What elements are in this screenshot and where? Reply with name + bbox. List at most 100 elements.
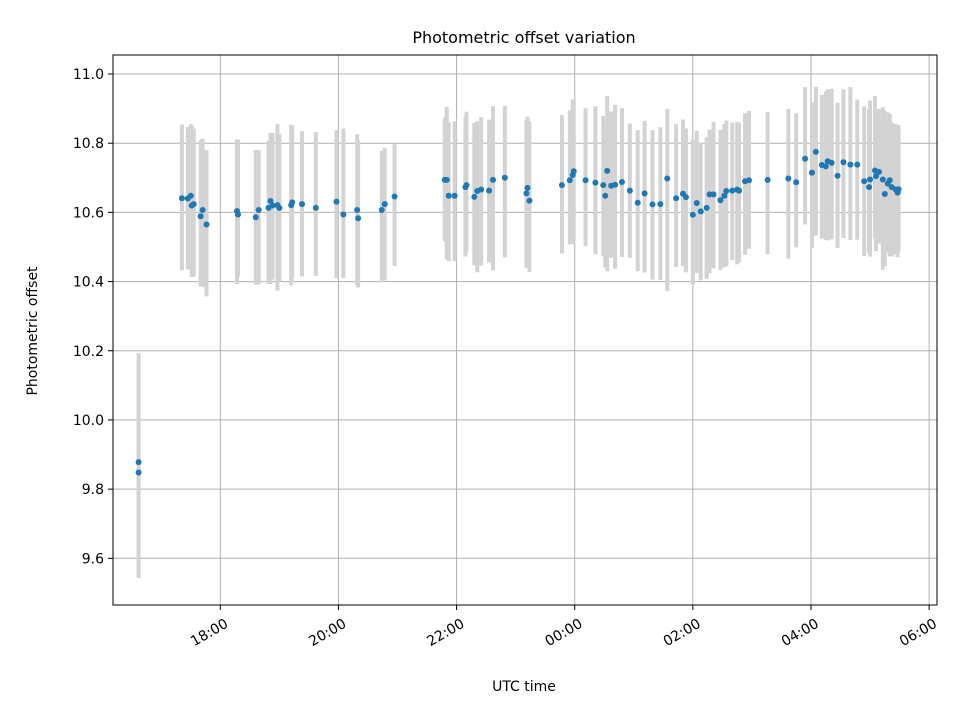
- data-point: [378, 206, 385, 213]
- data-point: [235, 211, 242, 218]
- data-point: [190, 201, 197, 208]
- data-point: [721, 192, 728, 199]
- data-point: [269, 202, 276, 209]
- data-point: [524, 184, 531, 191]
- data-point: [558, 182, 565, 189]
- y-tick-label: 11.0: [73, 67, 104, 83]
- data-point: [729, 187, 736, 194]
- data-point: [501, 174, 508, 181]
- chart-title: Photometric offset variation: [412, 28, 635, 47]
- data-point: [828, 159, 835, 166]
- data-point: [443, 176, 450, 183]
- data-point: [717, 197, 724, 204]
- data-point: [391, 193, 398, 200]
- data-point: [847, 161, 854, 168]
- data-point: [592, 179, 599, 186]
- data-point: [785, 175, 792, 182]
- data-points: [135, 148, 902, 476]
- data-point: [340, 211, 347, 218]
- data-point: [834, 172, 841, 179]
- data-point: [354, 206, 361, 213]
- y-tick-label: 10.6: [73, 205, 104, 221]
- data-point: [736, 187, 743, 194]
- data-point: [178, 195, 185, 202]
- data-point: [381, 201, 388, 208]
- data-point: [745, 177, 752, 184]
- data-point: [612, 181, 619, 188]
- data-point: [199, 206, 206, 213]
- data-point: [854, 161, 861, 168]
- data-point: [689, 211, 696, 218]
- data-point: [618, 178, 625, 185]
- data-point: [490, 176, 497, 183]
- data-point: [135, 469, 142, 476]
- data-point: [764, 176, 771, 183]
- y-tick-label: 10.8: [73, 136, 104, 152]
- data-point: [526, 197, 533, 204]
- data-point: [626, 187, 633, 194]
- data-point: [867, 176, 874, 183]
- data-point: [135, 459, 142, 466]
- data-point: [682, 194, 689, 201]
- y-tick-label: 9.6: [82, 551, 104, 567]
- data-point: [840, 159, 847, 166]
- data-point: [445, 192, 452, 199]
- data-point: [478, 186, 485, 193]
- data-point: [703, 204, 710, 211]
- data-point: [312, 204, 319, 211]
- data-point: [451, 192, 458, 199]
- data-point: [602, 192, 609, 199]
- data-point: [471, 193, 478, 200]
- grid-lines: [113, 55, 937, 605]
- data-point: [486, 187, 493, 194]
- data-point: [203, 221, 210, 228]
- data-point: [649, 201, 656, 208]
- data-point: [793, 179, 800, 186]
- data-point: [463, 182, 470, 189]
- data-point: [802, 155, 809, 162]
- data-point: [895, 186, 902, 193]
- y-tick-label: 10.0: [73, 413, 104, 429]
- y-tick-label: 10.2: [73, 344, 104, 360]
- data-point: [604, 167, 611, 174]
- data-point: [600, 182, 607, 189]
- data-point: [872, 173, 879, 180]
- data-point: [641, 190, 648, 197]
- data-point: [673, 195, 680, 202]
- data-point: [822, 163, 829, 170]
- data-point: [866, 184, 873, 191]
- data-point: [875, 168, 882, 175]
- data-point: [333, 198, 340, 205]
- y-axis-label: Photometric offset: [25, 266, 41, 396]
- data-point: [355, 215, 362, 222]
- axes-frame: [112, 54, 938, 606]
- y-tick-label: 10.4: [73, 275, 104, 291]
- data-point: [693, 200, 700, 207]
- data-point: [255, 206, 262, 213]
- data-point: [812, 148, 819, 155]
- data-point: [276, 204, 283, 211]
- data-point: [886, 177, 893, 184]
- data-point: [861, 178, 868, 185]
- data-point: [289, 199, 296, 206]
- data-point: [634, 199, 641, 206]
- data-point: [657, 201, 664, 208]
- data-point: [664, 175, 671, 182]
- data-point: [582, 177, 589, 184]
- x-axis-label: UTC time: [492, 679, 556, 695]
- y-tick-label: 9.8: [82, 482, 104, 498]
- data-point: [710, 191, 717, 198]
- data-point: [252, 214, 259, 221]
- data-point: [523, 190, 530, 197]
- data-point: [879, 176, 886, 183]
- data-point: [570, 168, 577, 175]
- data-point: [566, 177, 573, 184]
- data-point: [187, 192, 194, 199]
- data-point: [808, 169, 815, 176]
- data-point: [267, 197, 274, 204]
- data-point: [299, 201, 306, 208]
- data-point: [881, 191, 888, 198]
- data-point: [723, 187, 730, 194]
